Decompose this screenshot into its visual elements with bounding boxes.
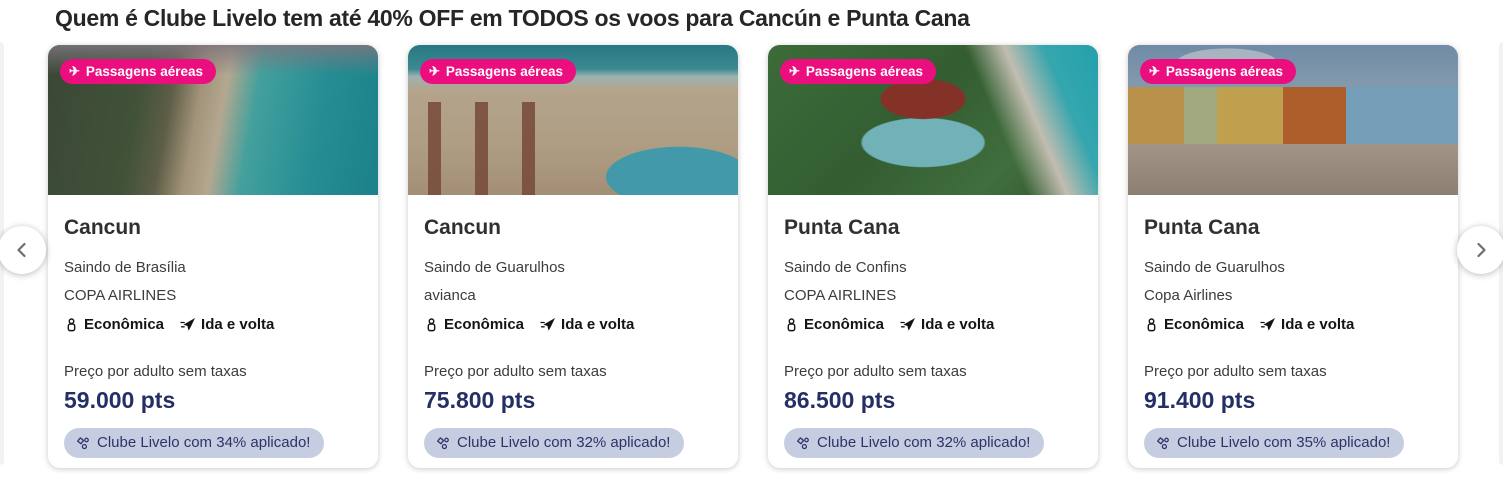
luggage-tag-icon [427,317,436,331]
diamond-points-icon [797,436,809,449]
cabin-feature: Econômica [784,316,884,333]
destination-photo-cancun-coast: ✈ Passagens aéreas [48,45,378,195]
origin-label: Saindo de Guarulhos [424,259,565,276]
trip-type-feature: Ida e volta [540,316,634,333]
club-livelo-badge-label: Clube Livelo com 35% aplicado! [1177,434,1391,451]
price-label: Preço por adulto sem taxas [424,363,607,380]
flight-deal-card[interactable]: ✈ Passagens aéreas Cancun Saindo de Bras… [48,45,378,468]
destination-city: Punta Cana [1144,216,1260,239]
destination-photo-punta-street: ✈ Passagens aéreas [1128,45,1458,195]
flight-deal-card[interactable]: ✈ Passagens aéreas Cancun Saindo de Guar… [408,45,738,468]
luggage-tag-icon [67,317,76,331]
carousel-next-button[interactable] [1457,226,1503,274]
flight-deal-card[interactable]: ✈ Passagens aéreas Punta Cana Saindo de … [768,45,1098,468]
category-badge-label: Passagens aéreas [805,64,923,79]
price-points: 59.000 pts [64,387,176,413]
destination-photo-punta-resort: ✈ Passagens aéreas [768,45,1098,195]
airline-label: COPA AIRLINES [784,287,897,304]
trip-type-label: Ida e volta [201,316,275,333]
category-badge: ✈ Passagens aéreas [780,59,936,84]
origin-label: Saindo de Brasília [64,259,186,276]
luggage-tag-icon [787,317,796,331]
trip-type-label: Ida e volta [561,316,635,333]
flight-deal-card[interactable]: ✈ Passagens aéreas Punta Cana Saindo de … [1128,45,1458,468]
price-points: 75.800 pts [424,387,536,413]
chevron-left-icon [17,242,26,258]
deals-carousel: ✈ Passagens aéreas Cancun Saindo de Bras… [0,45,1503,468]
category-badge-label: Passagens aéreas [1165,64,1283,79]
price-points: 91.400 pts [1144,387,1256,413]
flight-features: Econômica Ida e volta [64,316,362,333]
diamond-points-icon [77,436,89,449]
club-livelo-badge: Clube Livelo com 35% aplicado! [1144,428,1405,458]
airline-label: Copa Airlines [1144,287,1233,304]
trip-type-feature: Ida e volta [900,316,994,333]
airplane-icon: ✈ [789,63,800,79]
card-body: Punta Cana Saindo de Confins COPA AIRLIN… [768,195,1098,468]
airplane-icon: ✈ [69,63,80,79]
chevron-right-icon [1477,242,1486,258]
paper-plane-icon [540,317,556,331]
category-badge: ✈ Passagens aéreas [1140,59,1296,84]
trip-type-feature: Ida e volta [1260,316,1354,333]
price-label: Preço por adulto sem taxas [784,363,967,380]
origin-label: Saindo de Confins [784,259,907,276]
price-points: 86.500 pts [784,387,896,413]
destination-photo-cancun-columns: ✈ Passagens aéreas [408,45,738,195]
cabin-label: Econômica [84,316,165,333]
paper-plane-icon [900,317,916,331]
club-livelo-badge-label: Clube Livelo com 34% aplicado! [97,434,311,451]
destination-city: Cancun [64,216,142,239]
cabin-label: Econômica [444,316,525,333]
category-badge-label: Passagens aéreas [85,64,203,79]
cabin-label: Econômica [1164,316,1245,333]
card-body: Punta Cana Saindo de Guarulhos Copa Airl… [1128,195,1458,468]
luggage-tag-icon [1147,317,1156,331]
airline-label: avianca [424,287,476,304]
flight-features: Econômica Ida e volta [424,316,722,333]
club-livelo-badge-label: Clube Livelo com 32% aplicado! [817,434,1031,451]
trip-type-label: Ida e volta [921,316,995,333]
card-body: Cancun Saindo de Guarulhos avianca Econô… [408,195,738,468]
club-livelo-badge: Clube Livelo com 34% aplicado! [64,428,325,458]
cabin-label: Econômica [804,316,885,333]
card-body: Cancun Saindo de Brasília COPA AIRLINES … [48,195,378,468]
paper-plane-icon [180,317,196,331]
club-livelo-badge-label: Clube Livelo com 32% aplicado! [457,434,671,451]
page-title: Quem é Clube Livelo tem até 40% OFF em T… [55,5,970,31]
airplane-icon: ✈ [429,63,440,79]
diamond-points-icon [437,436,449,449]
category-badge: ✈ Passagens aéreas [420,59,576,84]
price-label: Preço por adulto sem taxas [1144,363,1327,380]
category-badge-label: Passagens aéreas [445,64,563,79]
flight-features: Econômica Ida e volta [784,316,1082,333]
paper-plane-icon [1260,317,1276,331]
cabin-feature: Econômica [424,316,524,333]
cabin-feature: Econômica [1144,316,1244,333]
airplane-icon: ✈ [1149,63,1160,79]
price-label: Preço por adulto sem taxas [64,363,247,380]
category-badge: ✈ Passagens aéreas [60,59,216,84]
trip-type-label: Ida e volta [1281,316,1355,333]
club-livelo-badge: Clube Livelo com 32% aplicado! [424,428,685,458]
airline-label: COPA AIRLINES [64,287,177,304]
flight-features: Econômica Ida e volta [1144,316,1442,333]
destination-city: Cancun [424,216,502,239]
origin-label: Saindo de Guarulhos [1144,259,1285,276]
carousel-prev-button[interactable] [0,226,46,274]
trip-type-feature: Ida e volta [180,316,274,333]
cabin-feature: Econômica [64,316,164,333]
destination-city: Punta Cana [784,216,900,239]
diamond-points-icon [1157,436,1169,449]
club-livelo-badge: Clube Livelo com 32% aplicado! [784,428,1045,458]
